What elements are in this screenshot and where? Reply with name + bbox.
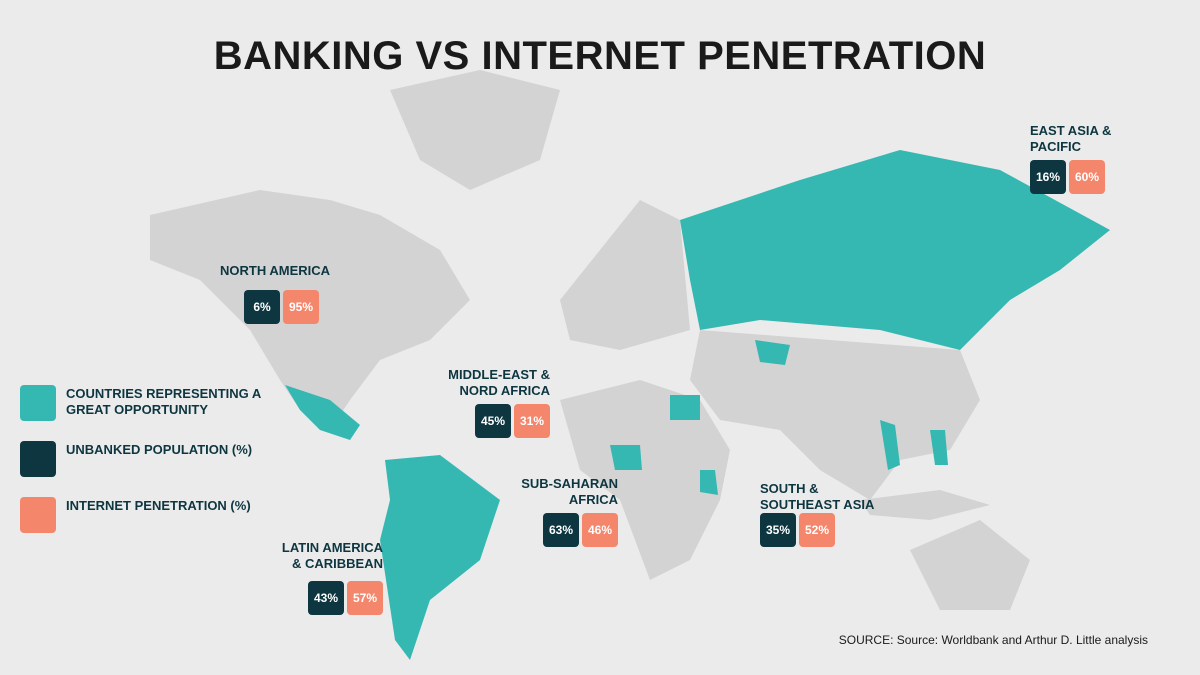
legend-label: INTERNET PENETRATION (%)	[66, 498, 251, 513]
region-name: AFRICA	[568, 492, 618, 507]
legend-label: COUNTRIES REPRESENTING A GREAT OPPORTUNI…	[66, 386, 261, 417]
internet-badge: 60%	[1069, 160, 1105, 194]
africa	[560, 380, 730, 580]
unbanked-badge: 45%	[475, 404, 511, 438]
region-name: SOUTHEAST ASIA	[760, 497, 875, 512]
region-name: NORTH AMERICA	[220, 263, 331, 278]
legend-swatch	[20, 441, 56, 477]
unbanked-badge: 35%	[760, 513, 796, 547]
source: SOURCE: Source: Worldbank and Arthur D. …	[838, 633, 1148, 647]
internet-badge: 31%	[514, 404, 550, 438]
region-name: SUB-SAHARAN	[521, 476, 618, 491]
asia	[690, 330, 980, 500]
region-name: NORD AFRICA	[459, 383, 550, 398]
philippines	[930, 430, 948, 465]
region-name: EAST ASIA &	[1030, 123, 1112, 138]
indonesia	[860, 490, 990, 520]
region-name: SOUTH &	[760, 481, 819, 496]
kenya	[700, 470, 718, 495]
kazakhstan-area	[755, 340, 790, 365]
region-name: & CARIBBEAN	[292, 556, 383, 571]
south-america	[380, 455, 500, 660]
unbanked-badge: 63%	[543, 513, 579, 547]
region-name: MIDDLE-EAST &	[448, 367, 550, 382]
internet-badge: 95%	[283, 290, 319, 324]
unbanked-badge: 16%	[1030, 160, 1066, 194]
legend-swatch	[20, 385, 56, 421]
internet-badge: 46%	[582, 513, 618, 547]
internet-badge: 57%	[347, 581, 383, 615]
europe	[560, 200, 690, 350]
unbanked-badge: 6%	[244, 290, 280, 324]
internet-badge: 52%	[799, 513, 835, 547]
region-name: LATIN AMERICA	[281, 540, 383, 555]
russia	[680, 150, 1110, 350]
vietnam	[880, 420, 900, 470]
region-name: PACIFIC	[1030, 139, 1082, 154]
legend-swatch	[20, 497, 56, 533]
greenland	[390, 70, 560, 190]
australia	[910, 520, 1030, 610]
nigeria	[610, 445, 642, 470]
unbanked-badge: 43%	[308, 581, 344, 615]
mexico	[285, 385, 360, 440]
egypt	[670, 395, 700, 420]
legend-label: UNBANKED POPULATION (%)	[66, 442, 253, 457]
title: BANKING VS INTERNET PENETRATION	[213, 34, 987, 78]
